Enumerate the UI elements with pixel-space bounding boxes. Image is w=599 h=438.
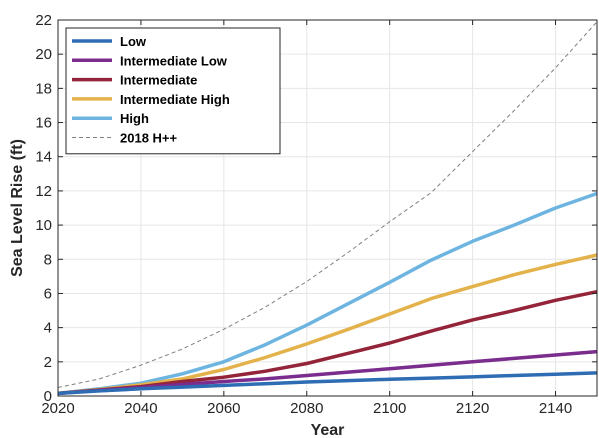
legend-label: Intermediate High [120,92,230,107]
axis-tick-labels: 2020 2040 2060 2080 2100 2120 2140 0 2 4 6 8 10 12 14 1… [35,12,572,417]
x-tick-label: 2120 [456,400,489,417]
x-tick-label: 2060 [207,400,240,417]
y-tick-label: 16 [35,115,52,132]
x-axis-title: Year [311,422,345,438]
y-tick-label: 14 [35,149,52,166]
x-tick-label: 2080 [290,400,323,417]
legend-box [65,27,281,155]
y-tick-label: 4 [44,320,52,337]
y-tick-label: 8 [44,251,52,268]
series-line-intermediate-high [57,253,598,396]
x-tick-label: 2040 [124,400,157,417]
y-tick-label: 6 [44,285,52,302]
legend-label: Intermediate [120,73,197,88]
plot-frame [57,19,598,397]
series-line-high [57,191,598,396]
series-line-low [57,371,598,396]
axis-ticks [57,19,597,397]
y-tick-label: 18 [35,80,52,97]
series-line-2018-h [57,21,598,388]
y-tick-label: 0 [44,388,52,405]
legend: Low Intermediate Low Intermediate Intermedi… [65,27,281,155]
legend-label: High [120,111,149,126]
y-axis-title: Sea Level Rise (ft) [9,139,26,277]
y-tick-label: 2 [44,354,52,371]
y-tick-label: 22 [35,12,52,29]
legend-label: Low [120,34,147,49]
x-tick-label: 2100 [373,400,406,417]
y-tick-label: 20 [35,46,52,63]
x-tick-label: 2140 [539,400,572,417]
y-tick-label: 10 [35,217,52,234]
legend-label: 2018 H++ [120,131,178,146]
series-lines [57,21,598,396]
legend-label: Intermediate Low [120,53,228,68]
x-tick-label: 2020 [41,400,74,417]
y-tick-label: 12 [35,183,52,200]
